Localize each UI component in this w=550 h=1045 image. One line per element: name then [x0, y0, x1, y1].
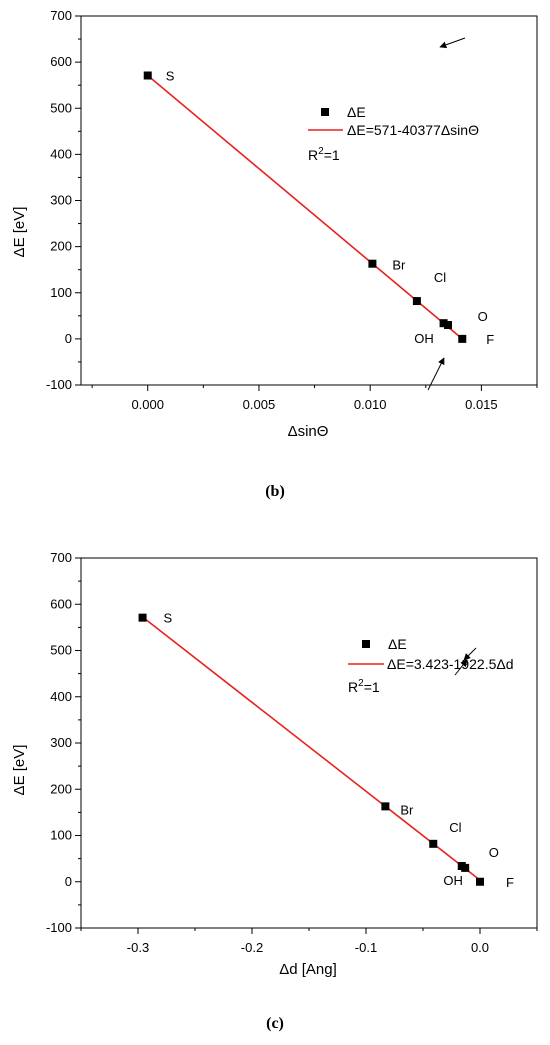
y-tick-label: 100	[50, 285, 72, 300]
y-tick-label: 600	[50, 596, 72, 611]
y-tick-label: 700	[50, 8, 72, 23]
y-tick-label: 200	[50, 239, 72, 254]
arrow-o	[439, 37, 466, 49]
legend-label-points: ΔE	[347, 104, 366, 120]
y-tick-label: 200	[50, 781, 72, 796]
point-label-s: S	[166, 69, 175, 84]
y-tick-label: 0	[65, 874, 72, 889]
y-tick-label: -100	[46, 377, 72, 392]
arrow-o	[463, 647, 477, 661]
point-label-s: S	[164, 611, 173, 626]
x-tick-label: -0.2	[241, 940, 263, 955]
r-squared-annotation: R2=1	[348, 678, 380, 695]
data-point-cl	[429, 839, 438, 848]
legend-label-fit: ΔE=3.423-1922.5Δd	[387, 656, 514, 672]
arrow-oh	[427, 357, 445, 391]
y-axis-title-c: ΔE [eV]	[11, 745, 28, 796]
point-label-oh: OH	[443, 873, 463, 888]
point-label-oh: OH	[414, 331, 434, 346]
point-label-f: F	[506, 875, 514, 890]
point-label-cl: Cl	[449, 820, 461, 835]
figure-caption-c: (c)	[266, 1015, 284, 1032]
data-point-br	[368, 259, 377, 268]
point-label-br: Br	[392, 258, 406, 273]
y-tick-label: 100	[50, 828, 72, 843]
data-point-cl	[412, 297, 421, 306]
plot-frame	[80, 15, 538, 386]
point-label-br: Br	[400, 802, 414, 817]
data-point-s	[143, 71, 152, 80]
legend-label-fit: ΔE=571-40377ΔsinΘ	[347, 122, 479, 138]
x-tick-label: 0.010	[354, 397, 387, 412]
y-tick-label: 500	[50, 100, 72, 115]
point-label-f: F	[486, 332, 494, 347]
point-label-o: O	[489, 845, 499, 860]
plot-area-c: -100 0 100 200 300 400 500 600 700 -0.3 -0.2 -0.1 0.…	[46, 550, 538, 955]
y-tick-label: 300	[50, 193, 72, 208]
x-tick-label: -0.3	[127, 940, 149, 955]
x-tick-label: 0.005	[243, 397, 276, 412]
plot-frame	[80, 557, 538, 929]
y-tick-label: 500	[50, 643, 72, 658]
arrow-oh	[454, 659, 468, 676]
x-tick-label: 0.000	[131, 397, 164, 412]
x-tick-label: -0.1	[355, 940, 377, 955]
legend-marker	[321, 108, 329, 116]
data-point-f	[476, 877, 484, 886]
point-label-o: O	[478, 309, 488, 324]
data-point-oh	[444, 321, 453, 330]
fit-line	[142, 616, 481, 881]
x-axis-title-c: Δd [Ang]	[279, 961, 337, 978]
y-tick-label: 700	[50, 550, 72, 565]
y-tick-label: 300	[50, 735, 72, 750]
legend-label-points: ΔE	[388, 636, 407, 652]
figure-caption-b: (b)	[265, 483, 285, 500]
data-point-oh	[461, 863, 470, 872]
x-axis-title-b: ΔsinΘ	[288, 423, 329, 440]
r-squared-annotation: R2=1	[308, 146, 340, 163]
chart-panel-b: -100 0 100 200 300 400 500 600 700 0.000 0.005 0.01…	[11, 8, 538, 500]
y-tick-label: -100	[46, 920, 72, 935]
x-tick-label: 0.015	[465, 397, 498, 412]
data-point-f	[458, 334, 467, 343]
legend-marker	[362, 640, 370, 648]
plot-area-b: -100 0 100 200 300 400 500 600 700 0.000 0.005 0.01…	[46, 8, 538, 412]
data-point-br	[381, 802, 390, 811]
point-label-cl: Cl	[434, 270, 446, 285]
y-tick-label: 0	[65, 331, 72, 346]
data-point-o	[439, 319, 448, 328]
y-tick-label: 400	[50, 146, 72, 161]
x-tick-label: 0.0	[471, 940, 489, 955]
chart-panel-c: -100 0 100 200 300 400 500 600 700 -0.3 -0.2 -0.1 0.…	[11, 550, 538, 1032]
y-tick-label: 600	[50, 54, 72, 69]
y-axis-title-b: ΔE [eV]	[11, 207, 28, 258]
data-point-s	[138, 613, 147, 622]
y-tick-label: 400	[50, 689, 72, 704]
fit-line	[147, 74, 463, 340]
